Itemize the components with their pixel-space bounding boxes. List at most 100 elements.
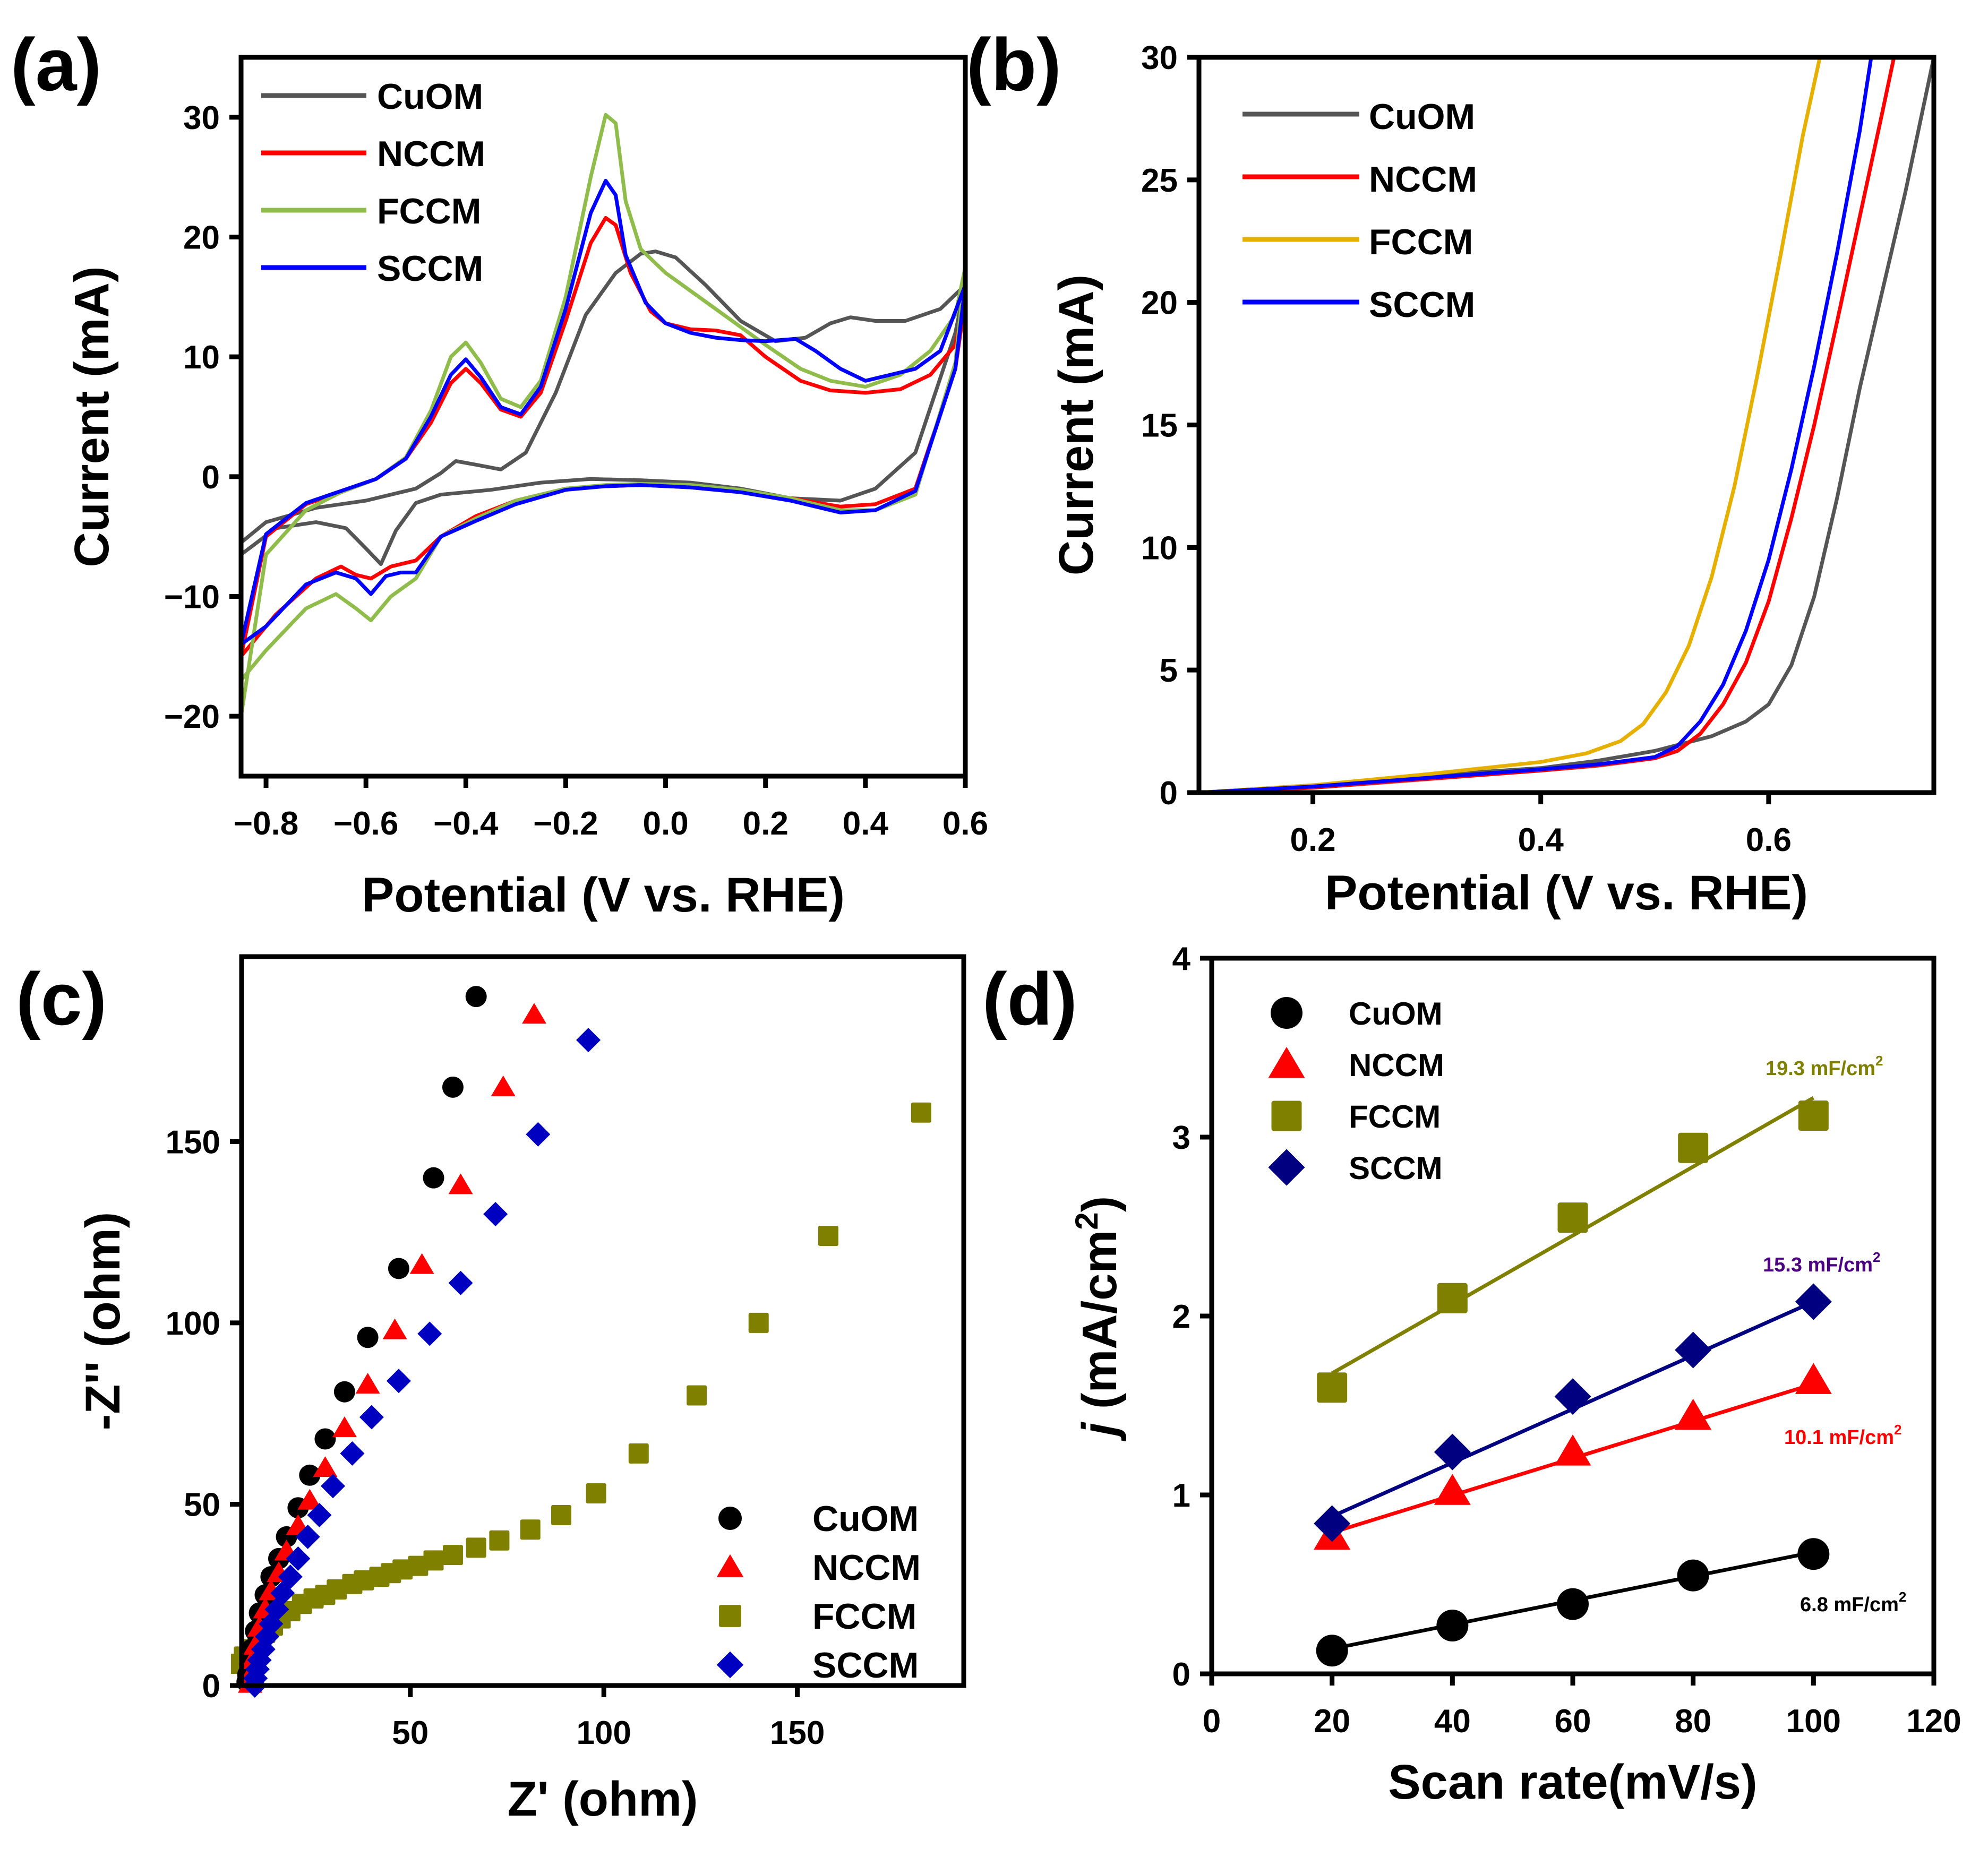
legend-label-nccm: NCCM	[1349, 1047, 1444, 1083]
annotation-text: 6.8 mF/cm	[1800, 1594, 1899, 1616]
annotation-text: 15.3 mF/cm	[1763, 1254, 1873, 1276]
series-line-sccm	[1199, 57, 1873, 793]
data-point-cuom	[314, 1428, 336, 1450]
data-point-nccm	[448, 1173, 473, 1194]
y-tick-label: 25	[1141, 162, 1178, 199]
y-tick-label: 4	[1172, 941, 1191, 977]
data-point-fccm	[1557, 1202, 1588, 1233]
data-point-fccm	[1678, 1132, 1709, 1163]
slope-annotation-fccm: 19.3 mF/cm2	[1766, 1053, 1883, 1080]
slope-annotation-nccm: 10.1 mF/cm2	[1784, 1422, 1901, 1449]
y-tick-label: 5	[1160, 652, 1178, 689]
data-point-fccm	[423, 1550, 444, 1571]
legend-label-cuom: CuOM	[812, 1499, 919, 1539]
data-point-nccm	[1434, 1474, 1471, 1505]
data-point-fccm	[489, 1530, 510, 1551]
data-point-fccm	[911, 1102, 931, 1123]
data-point-sccm	[295, 1524, 320, 1549]
markers-c	[231, 986, 931, 1698]
x-tick-label: 100	[576, 1715, 631, 1751]
x-tick-label: 0.4	[1518, 822, 1564, 858]
data-point-cuom	[333, 1381, 355, 1403]
data-point-sccm	[340, 1441, 365, 1466]
y-tick-label: 20	[183, 220, 220, 256]
data-point-fccm	[1437, 1283, 1468, 1313]
y-tick-label: 1	[1172, 1477, 1190, 1514]
legend-label-cuom: CuOM	[377, 76, 483, 117]
data-point-nccm	[382, 1318, 407, 1339]
x-tick-label: 0.2	[1290, 822, 1335, 858]
annotation-text: 19.3 mF/cm	[1766, 1058, 1875, 1080]
y-label-close: )	[1073, 1196, 1127, 1213]
legend-label-fccm: FCCM	[377, 191, 481, 231]
data-point-fccm	[1317, 1372, 1348, 1403]
panel-label-b: (b)	[966, 23, 1061, 106]
x-tick-label: 60	[1555, 1703, 1591, 1740]
data-point-sccm	[1314, 1505, 1351, 1542]
data-point-nccm	[1795, 1363, 1832, 1394]
data-point-sccm	[1795, 1283, 1832, 1320]
x-axis-label: Potential (V vs. RHE)	[362, 868, 845, 922]
data-point-sccm	[307, 1502, 332, 1527]
x-axis-label: Potential (V vs. RHE)	[1325, 866, 1808, 920]
legend-marker-cuom	[1271, 997, 1303, 1029]
y-tick-label: −10	[164, 579, 220, 616]
data-point-fccm	[628, 1443, 649, 1464]
curves-b	[1199, 57, 1934, 793]
y-tick-label: 2	[1172, 1299, 1190, 1335]
data-point-fccm	[466, 1537, 486, 1558]
data-point-fccm	[586, 1483, 606, 1503]
legend-marker-nccm	[1268, 1047, 1305, 1078]
data-point-fccm	[342, 1574, 363, 1594]
annotation-sup: 2	[1873, 1249, 1880, 1265]
data-point-sccm	[483, 1201, 508, 1226]
data-point-fccm	[442, 1545, 463, 1566]
y-axis-label: Current (mA)	[1049, 274, 1103, 575]
y-tick-label: 30	[183, 100, 220, 136]
panel-label-d: (d)	[982, 957, 1077, 1041]
series-line-cuom	[1199, 57, 1934, 793]
x-tick-label: 0.0	[642, 805, 688, 842]
data-point-cuom	[465, 986, 487, 1008]
slope-annotation-sccm: 15.3 mF/cm2	[1763, 1249, 1880, 1276]
legend-label-cuom: CuOM	[1349, 996, 1443, 1031]
data-point-sccm	[386, 1369, 411, 1394]
legend-marker-nccm	[716, 1554, 744, 1577]
x-axis-label: Z' (ohm)	[507, 1772, 698, 1826]
data-point-cuom	[357, 1327, 379, 1348]
plot-frame	[238, 55, 968, 779]
y-tick-label: 100	[166, 1305, 220, 1342]
series-line-fccm	[1199, 57, 1822, 793]
x-tick-label: 0.2	[743, 805, 789, 842]
y-tick-label: 50	[184, 1486, 220, 1523]
series-line-cuom	[241, 250, 965, 566]
series-line-sccm	[241, 178, 965, 647]
y-tick-label: 10	[1141, 530, 1178, 566]
series-line-fccm	[241, 113, 965, 718]
data-point-nccm	[355, 1373, 380, 1394]
panel-label-a: (a)	[11, 23, 101, 106]
legend-label-sccm: SCCM	[812, 1645, 919, 1686]
data-point-cuom	[388, 1258, 409, 1279]
legend-marker-sccm	[716, 1651, 744, 1679]
y-tick-label: 15	[1141, 408, 1178, 444]
x-tick-label: −0.2	[533, 805, 598, 842]
data-point-fccm	[520, 1519, 541, 1540]
legend-label-cuom: CuOM	[1369, 97, 1475, 137]
data-point-sccm	[359, 1405, 384, 1430]
annotation-sup: 2	[1899, 1589, 1906, 1605]
data-point-fccm	[369, 1567, 390, 1587]
data-point-fccm	[1798, 1101, 1829, 1131]
legend-label-nccm: NCCM	[812, 1548, 921, 1588]
curves-a	[241, 113, 965, 718]
y-tick-label: 0	[1160, 775, 1178, 812]
data-point-cuom	[442, 1076, 464, 1098]
y-tick-label: 150	[166, 1124, 220, 1160]
legend-label-fccm: FCCM	[812, 1596, 916, 1637]
legend-marker-fccm	[1271, 1101, 1302, 1131]
legend-label-sccm: SCCM	[1349, 1150, 1443, 1186]
legend-label-fccm: FCCM	[1369, 222, 1473, 262]
x-tick-label: 0.4	[843, 805, 889, 842]
